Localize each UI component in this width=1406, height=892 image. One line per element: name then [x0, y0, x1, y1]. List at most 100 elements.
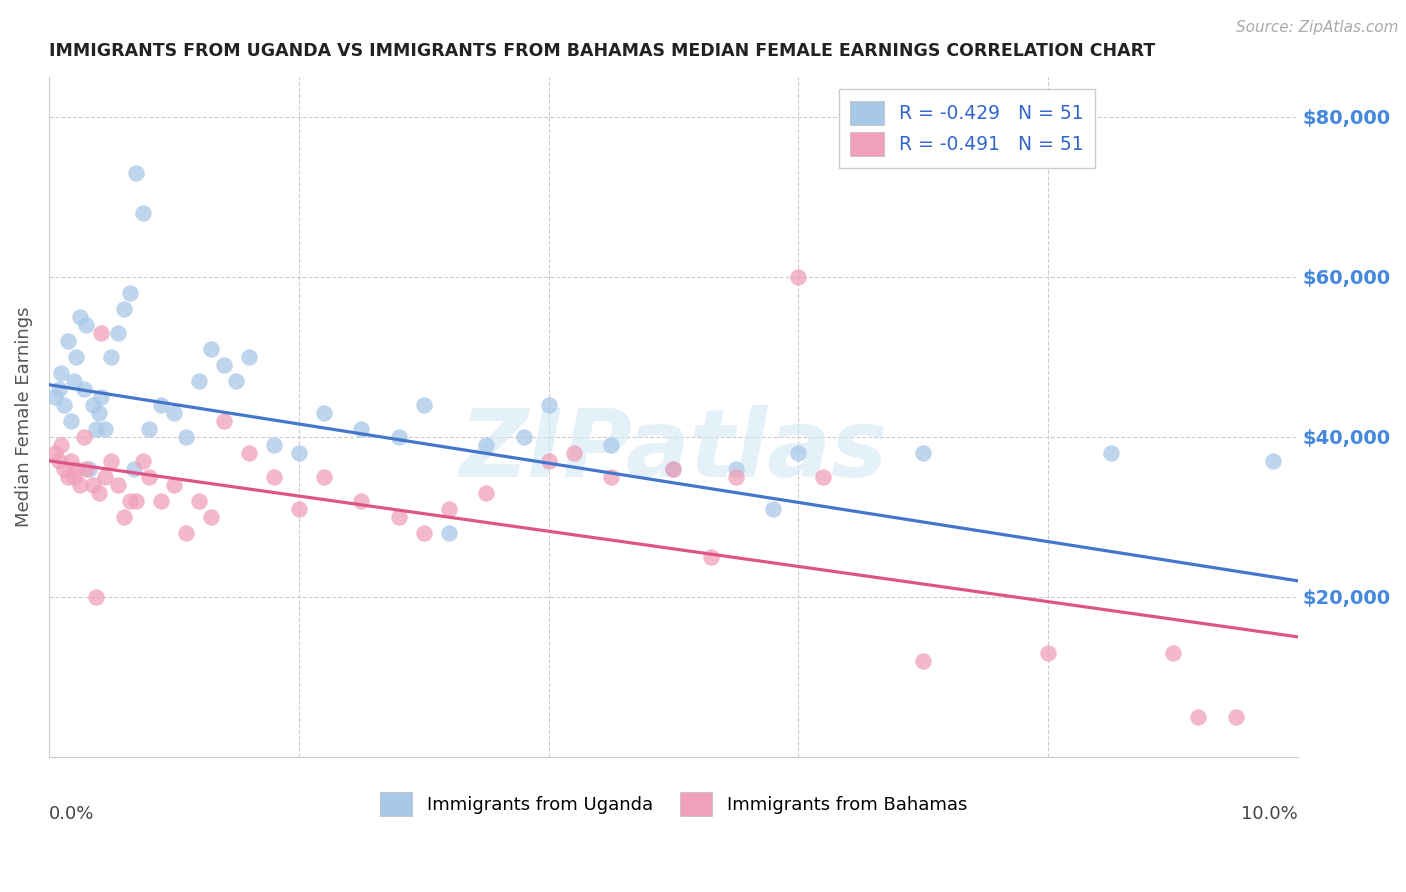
Point	[138, 470, 160, 484]
Point	[600, 470, 623, 484]
Point	[82, 398, 104, 412]
Point	[120, 285, 142, 300]
Point	[724, 462, 747, 476]
Point	[150, 398, 173, 412]
Point	[662, 462, 685, 476]
Point	[1099, 446, 1122, 460]
Point	[176, 430, 198, 444]
Point	[562, 446, 585, 460]
Point	[350, 493, 373, 508]
Point	[388, 430, 411, 444]
Point	[762, 501, 785, 516]
Point	[437, 501, 460, 516]
Point	[69, 478, 91, 492]
Text: ZIPatlas: ZIPatlas	[460, 405, 887, 497]
Point	[131, 205, 153, 219]
Legend: Immigrants from Uganda, Immigrants from Bahamas: Immigrants from Uganda, Immigrants from …	[373, 785, 974, 822]
Point	[51, 366, 73, 380]
Point	[1225, 710, 1247, 724]
Point	[1038, 646, 1060, 660]
Point	[65, 462, 87, 476]
Point	[56, 334, 79, 348]
Point	[52, 462, 75, 476]
Point	[475, 485, 498, 500]
Text: IMMIGRANTS FROM UGANDA VS IMMIGRANTS FROM BAHAMAS MEDIAN FEMALE EARNINGS CORRELA: IMMIGRANTS FROM UGANDA VS IMMIGRANTS FRO…	[49, 42, 1156, 60]
Point	[86, 422, 108, 436]
Point	[200, 509, 222, 524]
Point	[125, 166, 148, 180]
Point	[163, 478, 186, 492]
Point	[73, 430, 96, 444]
Point	[73, 382, 96, 396]
Point	[120, 493, 142, 508]
Point	[912, 446, 935, 460]
Point	[82, 478, 104, 492]
Point	[150, 493, 173, 508]
Point	[107, 478, 129, 492]
Point	[388, 509, 411, 524]
Point	[100, 454, 122, 468]
Point	[263, 470, 285, 484]
Point	[44, 446, 66, 460]
Point	[56, 470, 79, 484]
Point	[87, 406, 110, 420]
Point	[437, 525, 460, 540]
Point	[312, 470, 335, 484]
Point	[100, 350, 122, 364]
Point	[163, 406, 186, 420]
Y-axis label: Median Female Earnings: Median Female Earnings	[15, 307, 32, 527]
Point	[52, 398, 75, 412]
Point	[1261, 454, 1284, 468]
Point	[350, 422, 373, 436]
Point	[94, 422, 117, 436]
Point	[107, 326, 129, 340]
Point	[60, 454, 83, 468]
Point	[288, 501, 311, 516]
Point	[44, 390, 66, 404]
Point	[94, 470, 117, 484]
Point	[724, 470, 747, 484]
Point	[787, 269, 810, 284]
Point	[176, 525, 198, 540]
Point	[512, 430, 534, 444]
Point	[238, 446, 260, 460]
Point	[112, 509, 135, 524]
Point	[813, 470, 835, 484]
Point	[787, 446, 810, 460]
Point	[600, 438, 623, 452]
Point	[87, 485, 110, 500]
Point	[48, 454, 70, 468]
Point	[662, 462, 685, 476]
Point	[537, 454, 560, 468]
Point	[1161, 646, 1184, 660]
Point	[131, 454, 153, 468]
Point	[288, 446, 311, 460]
Text: 0.0%: 0.0%	[49, 805, 94, 822]
Point	[312, 406, 335, 420]
Point	[138, 422, 160, 436]
Point	[412, 525, 434, 540]
Point	[475, 438, 498, 452]
Point	[63, 470, 86, 484]
Point	[263, 438, 285, 452]
Point	[112, 301, 135, 316]
Point	[1187, 710, 1209, 724]
Point	[238, 350, 260, 364]
Point	[90, 390, 112, 404]
Point	[90, 326, 112, 340]
Point	[77, 462, 100, 476]
Point	[225, 374, 247, 388]
Point	[537, 398, 560, 412]
Text: Source: ZipAtlas.com: Source: ZipAtlas.com	[1236, 20, 1399, 35]
Point	[700, 549, 723, 564]
Point	[125, 493, 148, 508]
Point	[48, 382, 70, 396]
Point	[86, 590, 108, 604]
Point	[69, 310, 91, 324]
Point	[212, 414, 235, 428]
Point	[65, 350, 87, 364]
Point	[212, 358, 235, 372]
Point	[51, 438, 73, 452]
Point	[60, 414, 83, 428]
Point	[412, 398, 434, 412]
